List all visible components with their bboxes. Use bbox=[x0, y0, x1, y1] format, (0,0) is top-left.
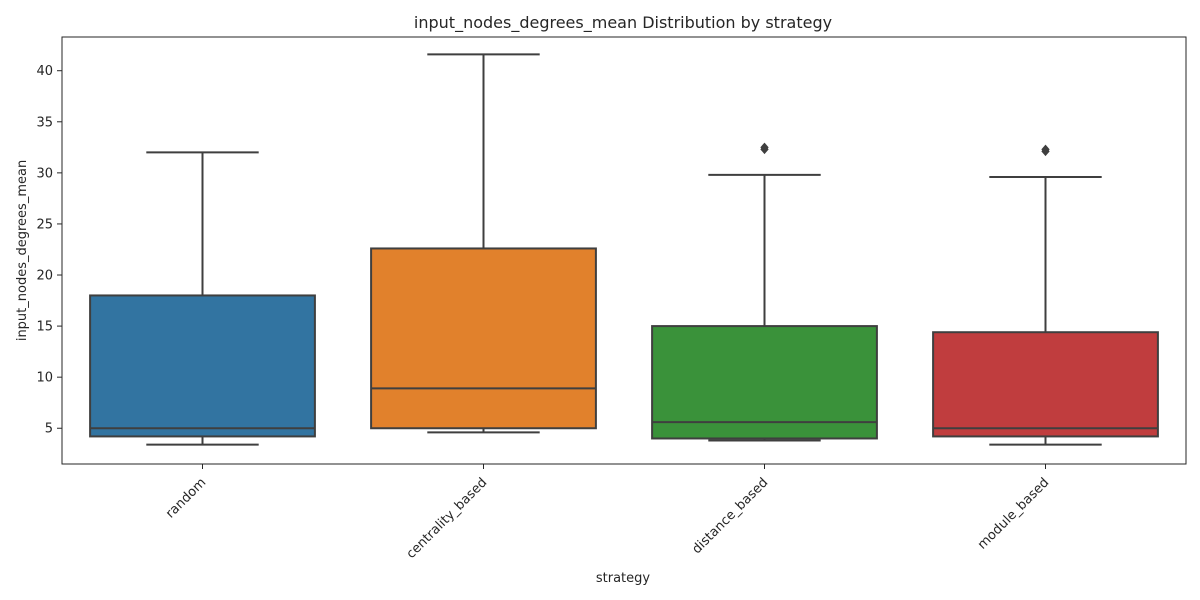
y-axis: 5 10 15 20 25 30 35 40 bbox=[36, 64, 62, 437]
chart-title: input_nodes_degrees_mean Distribution by… bbox=[414, 13, 832, 33]
box-centrality_based bbox=[370, 247, 597, 430]
x-tick-label: module_based bbox=[975, 475, 1052, 552]
box-group-distance_based bbox=[651, 142, 878, 442]
y-tick-label: 40 bbox=[36, 64, 53, 79]
x-axis-title: strategy bbox=[596, 571, 651, 586]
x-tick-label: distance_based bbox=[689, 475, 771, 557]
y-tick-label: 5 bbox=[45, 422, 53, 437]
x-axis: random centrality_based distance_based modu… bbox=[163, 464, 1052, 562]
box-distance_based bbox=[651, 325, 878, 440]
y-tick-label: 30 bbox=[36, 166, 53, 181]
plot-area bbox=[89, 53, 1159, 446]
x-tick-label: centrality_based bbox=[404, 475, 491, 562]
y-tick-label: 10 bbox=[36, 371, 53, 386]
plot-frame bbox=[61, 36, 1187, 465]
y-axis-title: input_nodes_degrees_mean bbox=[15, 160, 30, 341]
box-group-centrality_based bbox=[370, 53, 597, 434]
box-group-random bbox=[89, 151, 316, 446]
outlier-point bbox=[760, 142, 769, 153]
box-group-module_based bbox=[932, 144, 1159, 446]
y-tick-label: 20 bbox=[36, 269, 53, 284]
y-tick-label: 15 bbox=[36, 320, 53, 335]
x-tick-label: random bbox=[163, 475, 209, 521]
y-tick-label: 25 bbox=[36, 217, 53, 232]
outlier-point bbox=[1041, 144, 1050, 155]
box-random bbox=[89, 294, 316, 438]
y-tick-label: 35 bbox=[36, 115, 53, 130]
box-module_based bbox=[932, 331, 1159, 438]
